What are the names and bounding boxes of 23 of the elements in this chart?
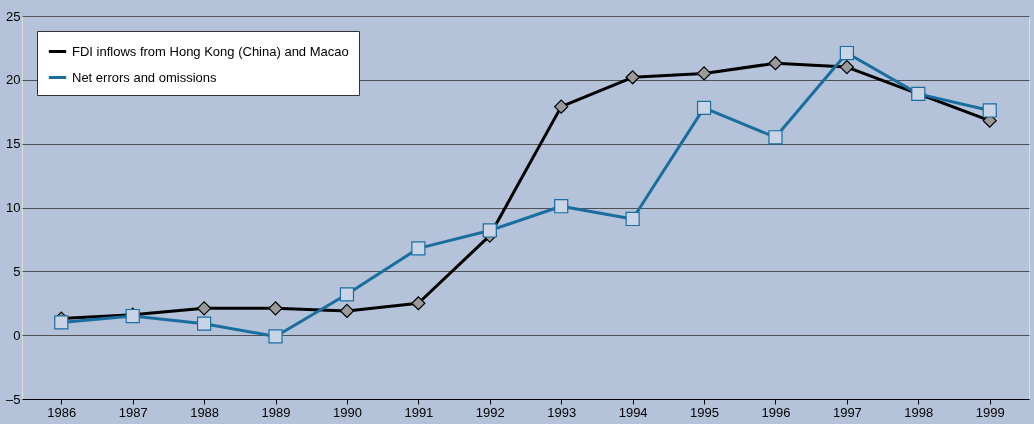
y-tick-label: 5 [13, 263, 21, 279]
x-tick-label: 1986 [47, 404, 77, 420]
x-tick-label: 1996 [761, 404, 791, 420]
x-tick-label: 1998 [904, 404, 934, 420]
x-tick-label: 1994 [618, 404, 648, 420]
x-tick-label: 1992 [475, 404, 505, 420]
x-tick-label: 1997 [832, 404, 862, 420]
legend-label: Net errors and omissions [72, 69, 217, 85]
y-tick-label: 20 [6, 72, 21, 88]
x-tick-label: 1999 [975, 404, 1005, 420]
y-tick-label: 25 [6, 8, 21, 24]
x-tick-label: 1987 [118, 404, 148, 420]
x-tick-label: 1995 [690, 404, 720, 420]
y-tick-label: 15 [6, 136, 21, 152]
y-tick-label: 10 [6, 200, 21, 215]
y-tick-label: –5 [6, 391, 21, 407]
x-tick-label: 1993 [547, 404, 577, 420]
x-tick-label: 1988 [190, 404, 220, 420]
legend-label: FDI inflows from Hong Kong (China) and Macao [72, 43, 349, 59]
y-tick-label: 0 [13, 327, 21, 343]
x-tick-label: 1989 [261, 404, 291, 420]
x-tick-label: 1990 [332, 404, 362, 420]
x-tick-label: 1991 [404, 404, 434, 420]
